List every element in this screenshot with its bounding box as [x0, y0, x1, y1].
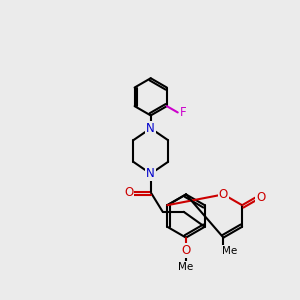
- Text: Me: Me: [178, 262, 194, 272]
- Text: O: O: [219, 188, 228, 201]
- Text: O: O: [182, 244, 190, 257]
- Text: Me: Me: [222, 245, 238, 256]
- Text: O: O: [124, 186, 134, 199]
- Text: N: N: [146, 167, 155, 180]
- Text: O: O: [256, 191, 265, 204]
- Text: N: N: [146, 122, 155, 135]
- Text: N: N: [146, 167, 155, 180]
- Text: F: F: [180, 106, 186, 119]
